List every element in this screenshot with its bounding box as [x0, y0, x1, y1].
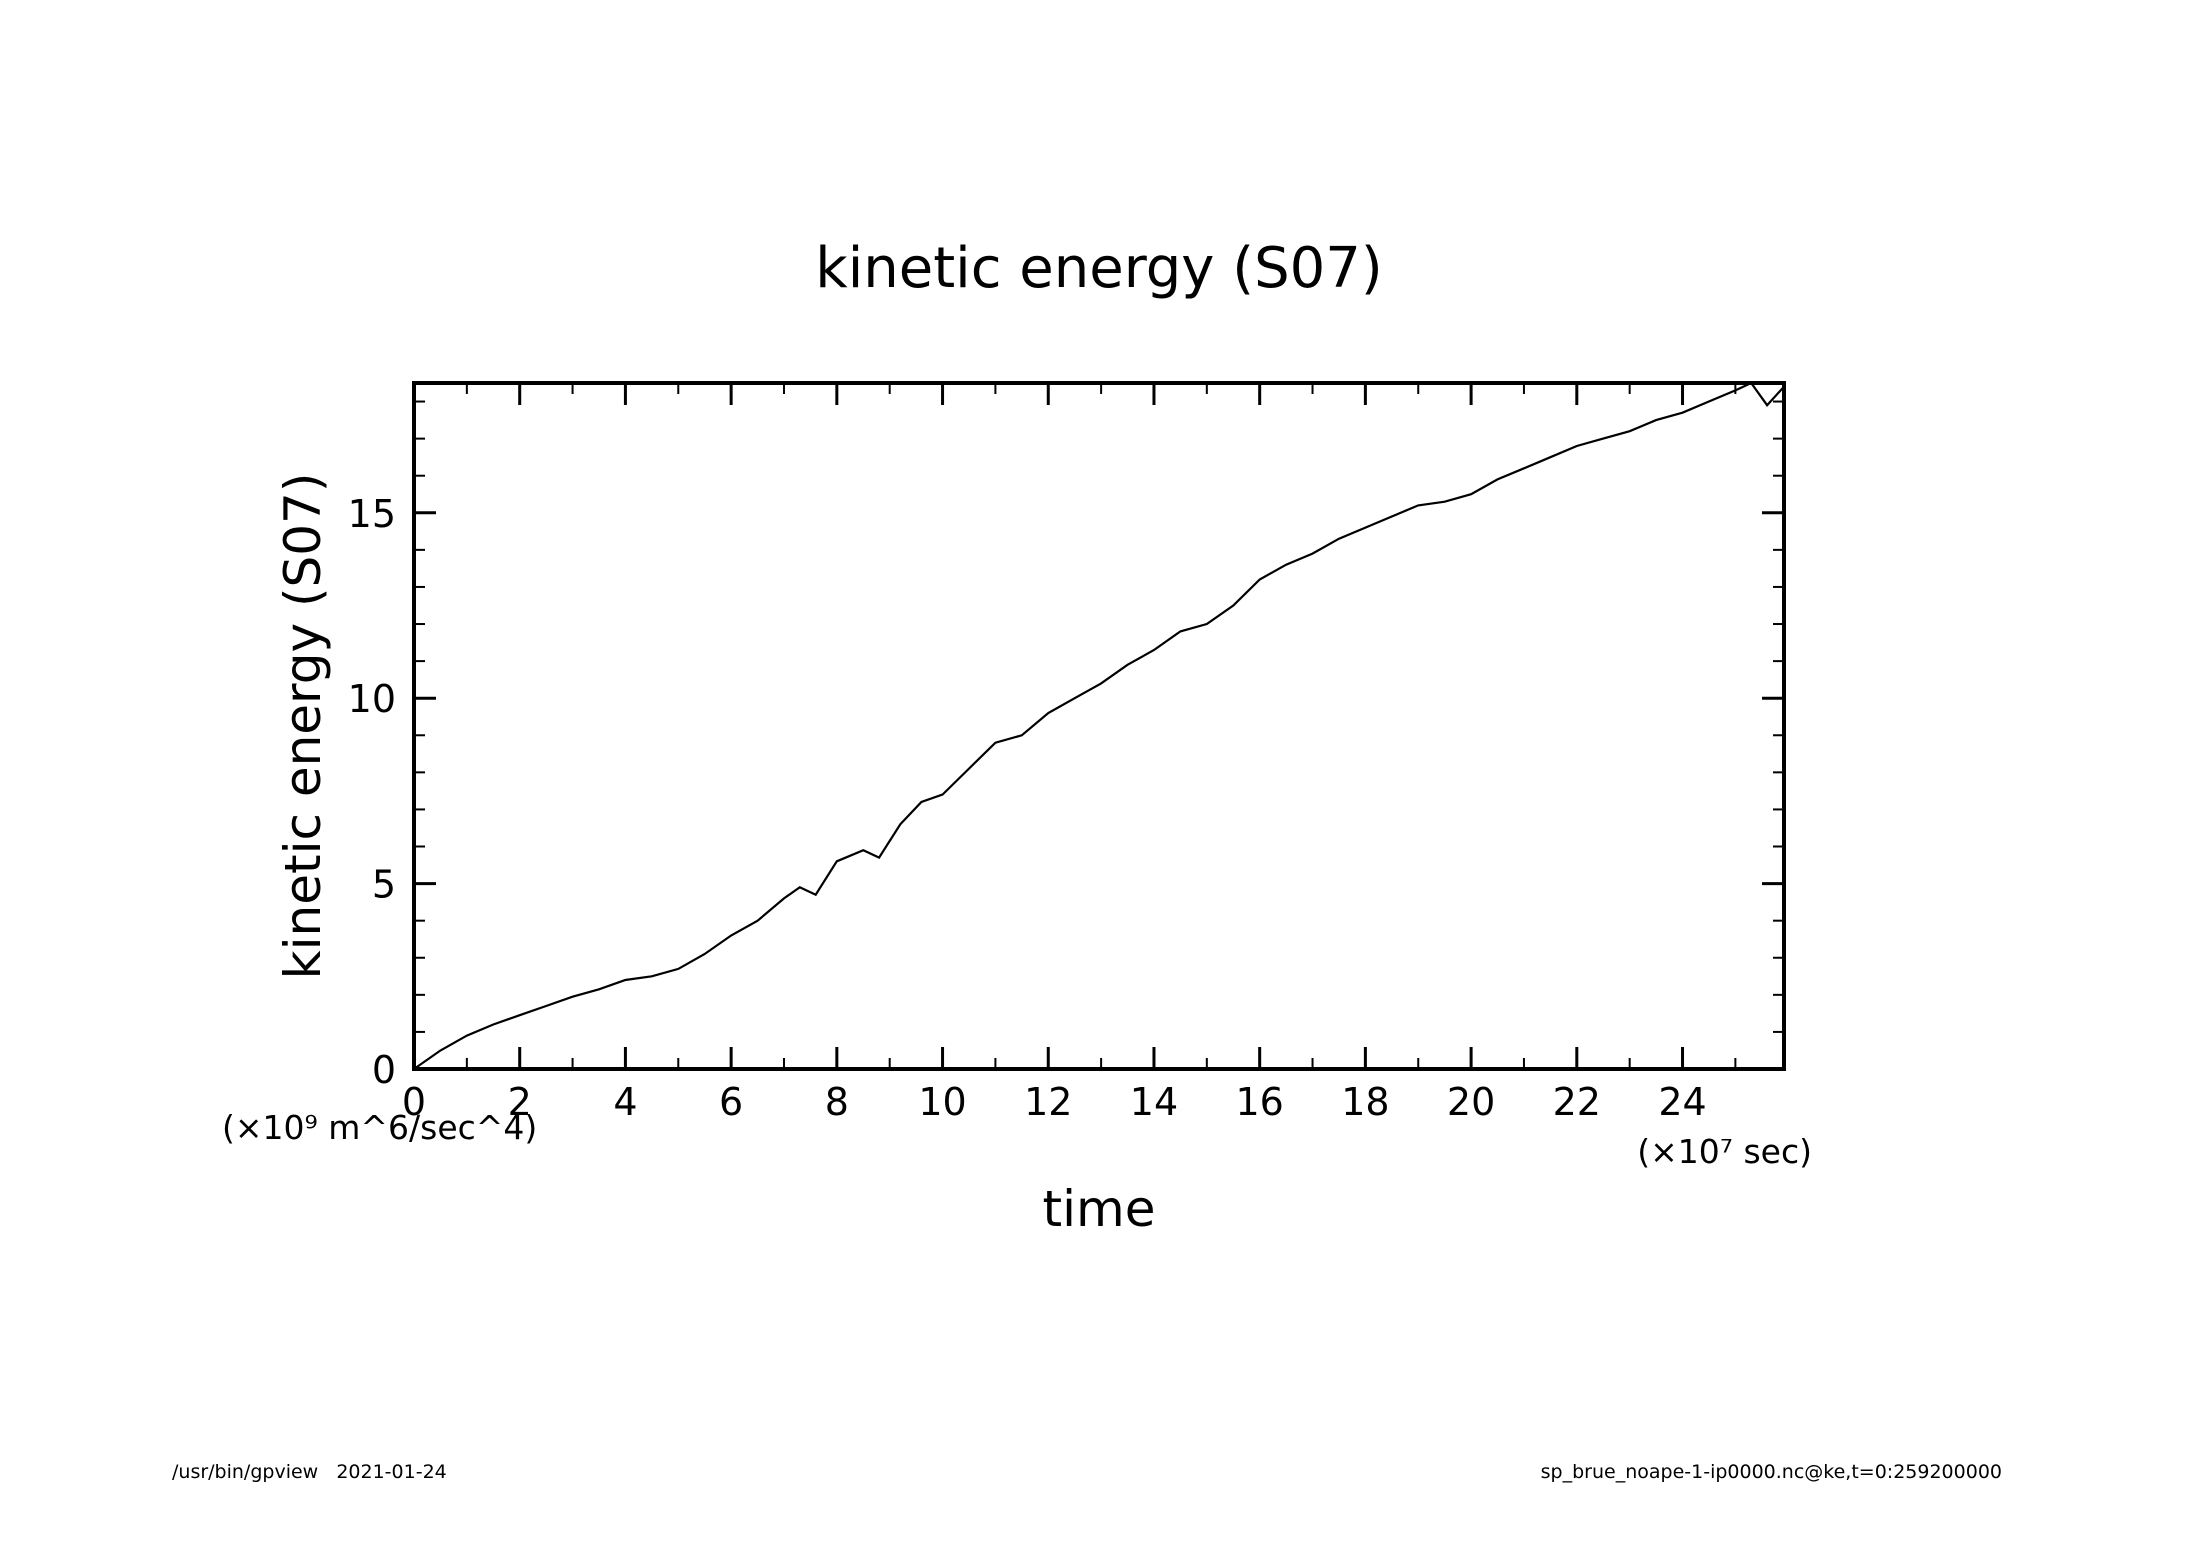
y-axis-label: kinetic energy (S07) — [274, 473, 332, 980]
x-tick-label: 24 — [1658, 1080, 1706, 1124]
x-tick-label: 18 — [1341, 1080, 1389, 1124]
y-tick-label: 10 — [348, 677, 396, 721]
y-tick-label: 15 — [348, 492, 396, 536]
x-tick-label: 2 — [508, 1080, 532, 1124]
y-unit-label: (×10⁹ m^6/sec^4) — [222, 1108, 537, 1147]
y-tick-labels: 0 5 10 15 — [348, 492, 396, 1092]
x-tick-label: 20 — [1447, 1080, 1495, 1124]
x-tick-labels: 0 2 4 6 8 10 12 14 16 18 20 22 24 — [402, 1080, 1707, 1124]
x-tick-label: 8 — [825, 1080, 849, 1124]
x-tick-label: 6 — [719, 1080, 743, 1124]
y-tick-label: 0 — [372, 1048, 396, 1092]
x-tick-label: 14 — [1130, 1080, 1178, 1124]
x-tick-label: 22 — [1553, 1080, 1601, 1124]
footer-program-date: /usr/bin/gpview 2021-01-24 — [172, 1461, 447, 1483]
x-tick-label: 16 — [1235, 1080, 1283, 1124]
axis-ticks — [412, 383, 1784, 1071]
series-line-kinetic-energy — [413, 381, 1785, 1070]
footer-file-info: sp_brue_noape-1-ip0000.nc@ke,t=0:2592000… — [1540, 1461, 2002, 1483]
x-tick-label: 10 — [918, 1080, 966, 1124]
x-tick-label: 4 — [613, 1080, 637, 1124]
x-tick-label: 12 — [1024, 1080, 1072, 1124]
x-unit-label: (×10⁷ sec) — [1637, 1132, 1812, 1171]
plot-frame — [412, 381, 1786, 1071]
chart-title: kinetic energy (S07) — [815, 236, 1382, 301]
y-tick-label: 5 — [372, 863, 396, 907]
x-tick-label: 0 — [402, 1080, 426, 1124]
x-axis-label: time — [1043, 1180, 1156, 1238]
